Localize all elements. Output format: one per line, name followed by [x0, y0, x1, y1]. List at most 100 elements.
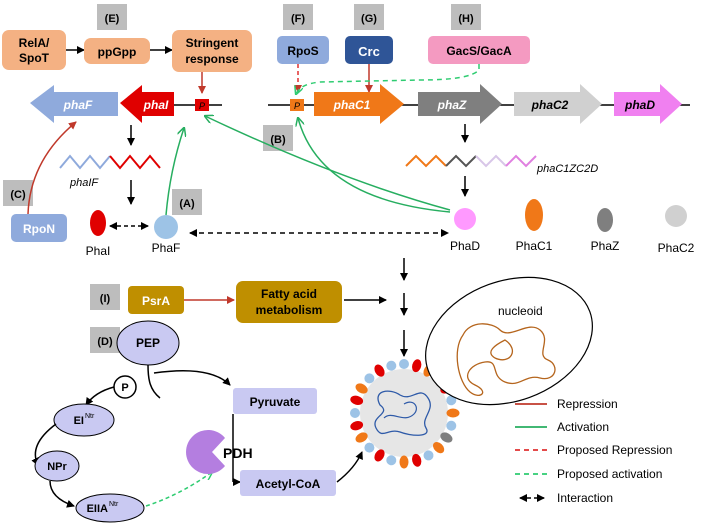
- svg-text:(G): (G): [361, 13, 377, 25]
- granule-surface-protein: [374, 449, 385, 462]
- activation-phaD-to-pI: [205, 116, 451, 211]
- svg-text:(B): (B): [270, 134, 286, 146]
- ei-ntr-node: EI Ntr: [53, 403, 115, 437]
- crc-box: Crc: [345, 36, 393, 64]
- svg-text:EI: EI: [74, 415, 84, 427]
- svg-text:Crc: Crc: [358, 44, 380, 59]
- granule-surface-protein: [355, 383, 368, 394]
- granule-surface-protein: [423, 450, 434, 461]
- pdh-enzyme: PDH: [186, 430, 253, 474]
- svg-text:ppGpp: ppGpp: [98, 45, 137, 59]
- ppgpp-box: ppGpp: [84, 38, 150, 64]
- panel-label-h: (H): [451, 4, 481, 30]
- granule-surface-protein: [364, 442, 375, 453]
- svg-text:(H): (H): [458, 13, 474, 25]
- transcript-phaZ-part: [445, 154, 477, 168]
- promoter-phaC1: P: [290, 99, 304, 111]
- arrow-p-to-ei: [85, 386, 115, 406]
- svg-text:(D): (D): [97, 336, 113, 348]
- transcript-phaD-part: [505, 154, 537, 168]
- arrow-pep-to-pyruvate: [153, 369, 231, 386]
- granule-surface-protein: [386, 360, 397, 371]
- svg-text:phaD: phaD: [624, 98, 655, 112]
- nucleoid: nucleoid: [425, 276, 593, 406]
- svg-text:PhaD: PhaD: [450, 239, 480, 253]
- granule-surface-protein: [399, 359, 409, 369]
- panel-label-i: (I): [90, 284, 120, 310]
- panel-label-f: (F): [283, 4, 313, 30]
- svg-text:P: P: [121, 382, 128, 394]
- activation-phaF-to-phaI: [165, 128, 184, 216]
- transcript-phaI-part: [109, 154, 161, 170]
- svg-text:PhaC1: PhaC1: [516, 239, 553, 253]
- panel-label-c: (C): [3, 180, 33, 206]
- svg-text:(E): (E): [105, 13, 120, 25]
- granule-surface-protein: [355, 432, 368, 443]
- acetyl-coa-box: Acetyl-CoA: [240, 470, 336, 496]
- gene-phaF: phaF: [30, 85, 118, 123]
- npr-node: NPr: [34, 450, 80, 482]
- panel-label-g: (G): [354, 4, 384, 30]
- svg-text:PhaI: PhaI: [86, 244, 111, 258]
- gene-phaC2: phaC2: [514, 84, 602, 124]
- fatty-acid-metabolism-box: Fatty acid metabolism: [236, 281, 342, 323]
- gene-phaI: phaI: [120, 85, 174, 123]
- granule-surface-protein: [350, 421, 364, 431]
- svg-text:nucleoid: nucleoid: [498, 304, 543, 318]
- svg-text:phaC2: phaC2: [531, 98, 569, 112]
- psra-box: PsrA: [128, 286, 184, 314]
- transcript-phaC2-part: [475, 154, 507, 168]
- legend: Repression Activation Proposed Repressio…: [515, 397, 672, 505]
- granule-surface-protein: [446, 395, 457, 406]
- svg-text:(I): (I): [100, 293, 111, 305]
- protein-phaZ: PhaZ: [591, 208, 619, 253]
- gene-phaD: phaD: [614, 84, 682, 124]
- svg-text:phaF: phaF: [63, 98, 93, 112]
- stringent-response-box: Stringent response: [172, 30, 252, 72]
- legend-label-proposed-repression: Proposed Repression: [557, 443, 672, 457]
- rpon-box: RpoN: [11, 214, 67, 242]
- svg-text:response: response: [185, 52, 239, 66]
- transcript-phaIF-label: phaIF: [69, 177, 99, 189]
- protein-phaD: PhaD: [450, 208, 480, 253]
- svg-text:PsrA: PsrA: [142, 294, 170, 308]
- panel-label-b: (B): [263, 125, 293, 151]
- svg-text:EIIA: EIIA: [87, 503, 108, 515]
- granule-surface-protein: [433, 442, 445, 454]
- granule-surface-protein: [412, 453, 422, 467]
- gacs-gaca-box: GacS/GacA: [428, 36, 530, 64]
- promoter-phaI: P: [195, 99, 209, 111]
- svg-text:(C): (C): [10, 189, 26, 201]
- svg-text:phaZ: phaZ: [437, 98, 467, 112]
- granule-surface-protein: [374, 364, 385, 377]
- repression-rpon-to-phaF: [27, 121, 77, 215]
- proposed-activation-eiia-to-pdh: [145, 472, 212, 507]
- pep-node: PEP: [116, 320, 180, 366]
- svg-text:P: P: [199, 101, 205, 111]
- svg-text:phaI: phaI: [143, 98, 169, 112]
- svg-text:(F): (F): [291, 13, 305, 25]
- pyruvate-box: Pyruvate: [233, 388, 317, 414]
- svg-text:NPr: NPr: [47, 461, 67, 473]
- legend-label-activation: Activation: [557, 420, 609, 434]
- panel-label-e: (E): [97, 4, 127, 30]
- svg-text:Acetyl-CoA: Acetyl-CoA: [256, 477, 321, 491]
- svg-text:P: P: [294, 101, 300, 111]
- arrow-npr-to-eiia: [49, 480, 75, 508]
- svg-text:RpoS: RpoS: [287, 44, 318, 58]
- activation-phaD-to-pC1: [298, 118, 451, 213]
- granule-surface-protein: [446, 408, 460, 418]
- svg-text:RpoN: RpoN: [23, 222, 55, 236]
- granule-surface-protein: [350, 395, 364, 405]
- transcript-phaC1ZC2D-label: phaC1ZC2D: [536, 163, 598, 175]
- svg-text:RelA/: RelA/: [19, 36, 50, 50]
- rela-spot-box: RelA/ SpoT: [2, 30, 66, 70]
- svg-text:PEP: PEP: [136, 336, 160, 350]
- transcript-phaC1-part: [405, 154, 447, 168]
- protein-phaI: PhaI: [86, 210, 111, 258]
- granule-surface-protein: [440, 432, 453, 443]
- legend-label-proposed-activation: Proposed activation: [557, 467, 662, 481]
- granule-surface-protein: [386, 455, 397, 466]
- protein-phaF: PhaF: [152, 215, 180, 255]
